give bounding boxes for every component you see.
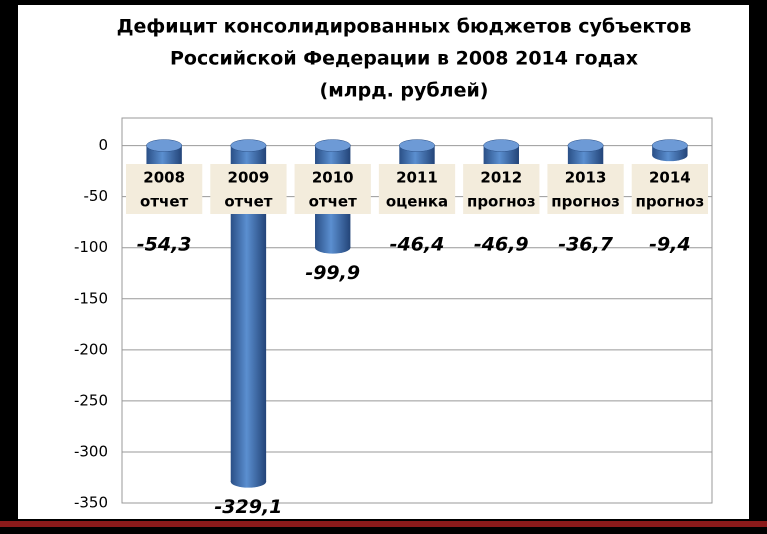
bottom-stripe xyxy=(0,521,767,527)
category-box xyxy=(547,164,624,214)
y-tick-label: -300 xyxy=(74,442,108,460)
bar-cap xyxy=(315,241,351,254)
bar-cap xyxy=(651,139,688,152)
value-label: -46,9 xyxy=(474,234,529,256)
bar-cap xyxy=(652,149,688,162)
bar-cap xyxy=(399,139,435,152)
value-label: -46,4 xyxy=(390,234,445,256)
y-tick-label: 0 xyxy=(98,136,108,154)
x-tick-label: 2014 xyxy=(649,169,691,187)
category-box xyxy=(378,164,456,214)
x-tick-label: отчет xyxy=(309,193,357,211)
y-tick-label: -250 xyxy=(74,391,108,409)
bar-cap xyxy=(230,139,267,152)
chart-title: Дефицит консолидированных бюджетов субъе… xyxy=(117,16,692,38)
x-tick-label: прогноз xyxy=(467,193,536,211)
chart-title: Российской Федерации в 2008 2014 годах xyxy=(170,48,638,70)
value-label: -99,9 xyxy=(305,262,360,284)
category-box xyxy=(294,164,371,214)
bar-cap xyxy=(230,475,267,488)
x-tick-label: 2013 xyxy=(565,169,607,187)
x-tick-label: 2008 xyxy=(143,169,185,187)
category-box xyxy=(463,164,540,214)
value-label: -36,7 xyxy=(558,234,614,256)
value-label: -9,4 xyxy=(649,234,691,256)
value-label: -54,3 xyxy=(137,234,192,256)
x-tick-label: отчет xyxy=(140,193,188,211)
panel xyxy=(18,5,749,519)
bar-cap xyxy=(567,139,604,152)
x-tick-label: прогноз xyxy=(551,193,620,211)
x-tick-label: прогноз xyxy=(636,193,705,211)
x-tick-label: оценка xyxy=(386,193,448,211)
bar-cap xyxy=(314,139,351,152)
x-tick-label: отчет xyxy=(224,193,272,211)
category-box xyxy=(631,164,708,214)
value-label: -329,1 xyxy=(214,496,282,518)
x-tick-label: 2009 xyxy=(228,169,270,187)
y-tick-label: -350 xyxy=(74,494,108,512)
bar-cap xyxy=(483,139,520,152)
bar-cap xyxy=(146,139,183,152)
y-tick-label: -200 xyxy=(74,340,108,358)
x-tick-label: 2010 xyxy=(312,169,354,187)
y-tick-label: -100 xyxy=(74,238,108,256)
chart-title: (млрд. рублей) xyxy=(320,80,489,102)
category-box xyxy=(126,164,203,214)
x-tick-label: 2011 xyxy=(396,169,438,187)
y-tick-label: -150 xyxy=(74,289,108,307)
x-tick-label: 2012 xyxy=(480,169,522,187)
category-box xyxy=(210,164,287,214)
y-tick-label: -50 xyxy=(84,187,109,205)
